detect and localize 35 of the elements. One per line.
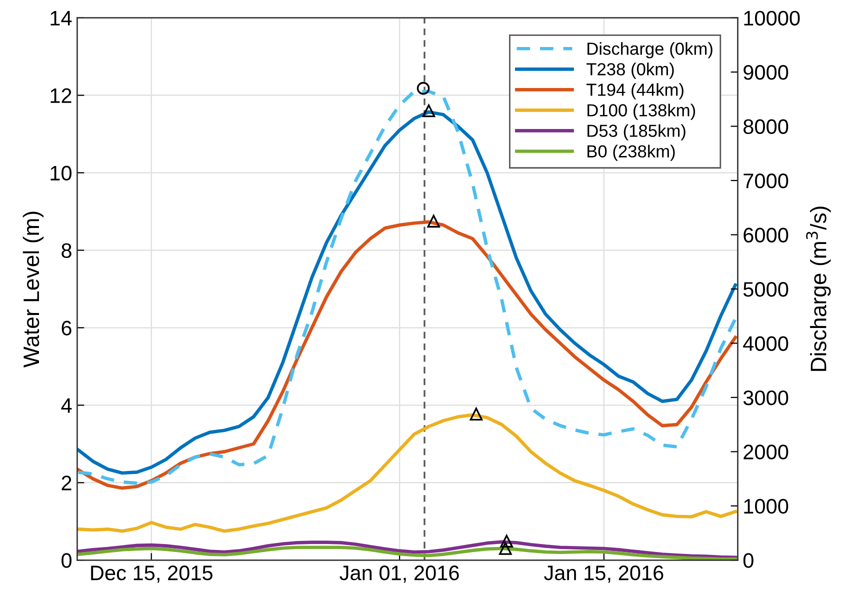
x-tick-label: Jan 15, 2016 — [544, 566, 664, 583]
legend-label: T194 (44km) — [586, 83, 684, 100]
y-tick-label: 8 — [62, 243, 72, 258]
y2-tick-label: 6000 — [744, 228, 788, 243]
y2-tick-label: 0 — [743, 553, 754, 568]
point — [499, 542, 512, 555]
y-tick-label: 6 — [62, 320, 72, 336]
y-tick-label: 14 — [50, 11, 72, 26]
y2-tick-label: 5000 — [743, 282, 788, 297]
y2-tick-label: 2000 — [744, 444, 788, 460]
y2-tick-label: 7000 — [744, 174, 788, 188]
y2-tick-label: 8000 — [744, 119, 788, 134]
y-axis-title: Water Level (m) — [22, 212, 44, 368]
y2-axis-title: Discharge (m$^{3}$/s) — [806, 206, 831, 371]
legend-label: B0 (238km) — [588, 144, 675, 161]
legend-label: D100 (138km) — [588, 104, 696, 120]
y2-tick-label: 10000 — [744, 10, 800, 26]
legend-label: T238 (0km) — [586, 62, 674, 79]
y2-tick-label: 4000 — [743, 336, 788, 351]
point — [422, 104, 436, 118]
point — [427, 214, 440, 228]
y2-tick-label: 1000 — [744, 498, 788, 514]
x-tick-label: Jan 01, 2016 — [340, 566, 459, 583]
point — [470, 408, 483, 420]
y-tick-label: 0 — [62, 553, 72, 568]
y2-tick-label: 3000 — [743, 390, 788, 406]
y-tick-label: 4 — [61, 398, 72, 413]
legend-label: Discharge (0km) — [588, 42, 712, 58]
y-tick-label: 2 — [62, 476, 72, 490]
point — [500, 534, 514, 548]
legend-label: D53 (185km) — [588, 124, 686, 140]
y-tick-label: 10 — [50, 166, 72, 181]
y2-tick-label: 9000 — [744, 65, 788, 80]
y-tick-label: 12 — [50, 88, 72, 103]
x-tick-label: Dec 15, 2015 — [91, 566, 212, 583]
